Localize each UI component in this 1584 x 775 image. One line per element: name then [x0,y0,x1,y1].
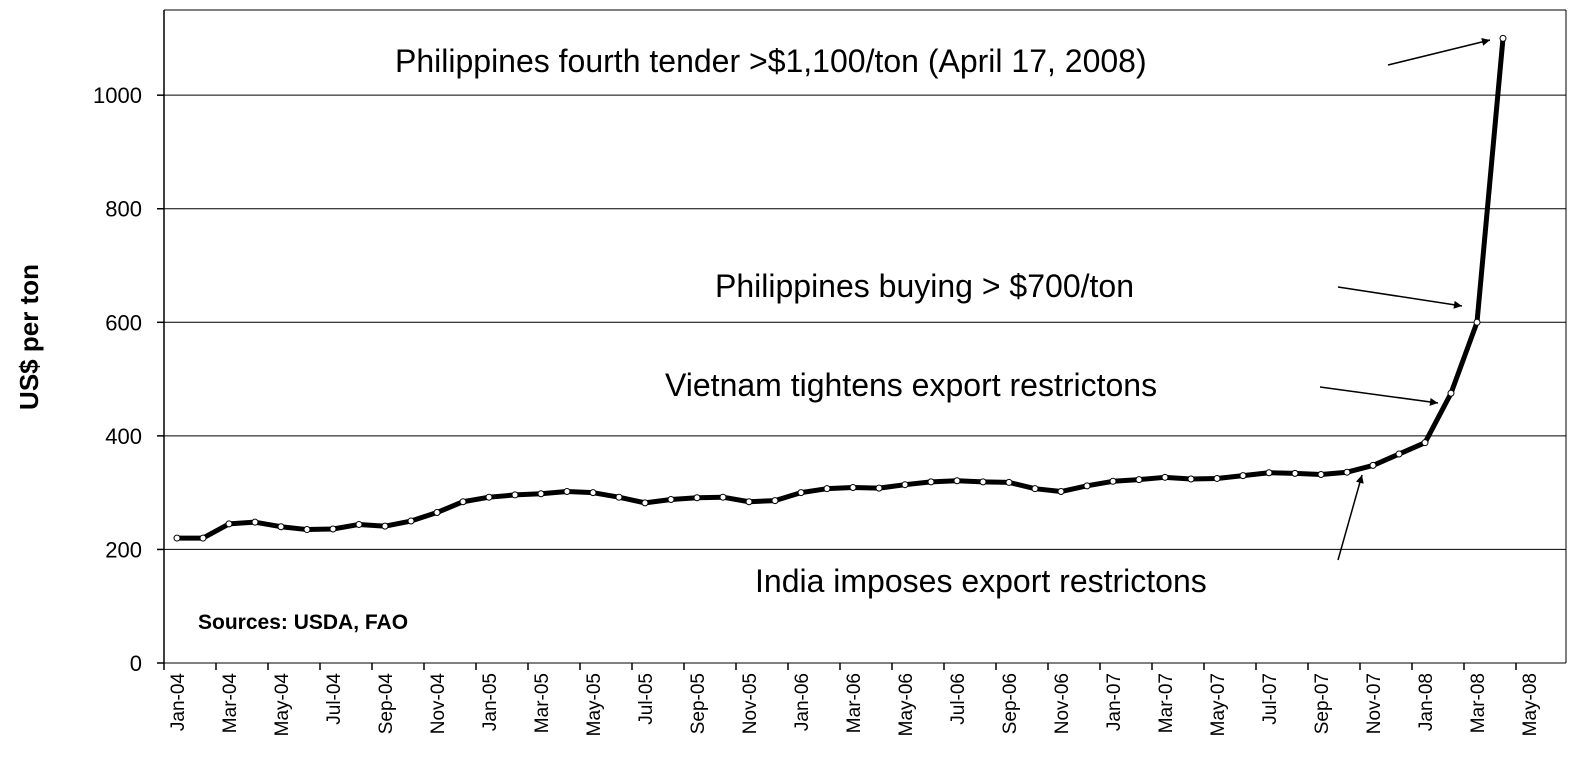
x-tick-label: Nov-05 [740,673,761,734]
data-point [303,526,311,534]
data-point [329,525,337,533]
x-tick-label: Jul-05 [636,673,657,725]
data-point [485,493,493,501]
data-point [251,518,259,526]
data-point [225,520,233,528]
x-tick-label: Nov-04 [428,673,449,735]
y-tick-label: 600 [105,310,142,335]
annotation: India imposes export restrictons [755,563,1207,599]
data-point [745,498,753,506]
data-point [1031,485,1039,493]
x-tick-label: Sep-04 [376,673,397,735]
source-note: Sources: USDA, FAO [198,611,408,634]
x-tick-label: Mar-06 [844,673,865,733]
data-point [1447,389,1455,397]
x-tick-label: Mar-04 [220,673,241,734]
data-point [927,478,935,486]
data-point [381,522,389,530]
data-point [407,517,415,525]
x-tick-label: Jan-05 [480,673,501,731]
annotation: Philippines buying > $700/ton [715,268,1134,304]
data-point [719,493,727,501]
x-tick-label: May-04 [272,673,293,737]
annotation: Vietnam tightens export restrictons [665,367,1157,403]
data-point [1343,468,1351,476]
x-tick-label: Sep-07 [1312,673,1333,734]
data-point [563,488,571,496]
data-point [667,495,675,503]
data-line [177,38,1506,541]
data-point [797,489,805,497]
data-point [511,491,519,499]
data-point [589,489,597,497]
data-point [771,497,779,505]
y-tick-label: 0 [130,651,142,676]
x-tick-label: Jul-07 [1260,673,1281,725]
data-point [1057,488,1065,496]
data-point [1499,34,1507,42]
data-point [875,484,883,492]
annotation-arrow [1337,286,1463,309]
data-point [1395,450,1403,458]
data-point [1083,482,1091,490]
data-point [1005,478,1013,486]
y-axis-label: US$ per ton [14,264,44,410]
data-point [199,534,207,542]
data-point [173,534,181,542]
x-tick-label: Sep-05 [688,673,709,734]
data-point [641,499,649,507]
data-point [1161,473,1169,481]
x-tick-label: Jan-04 [168,673,189,732]
x-tick-label: Sep-06 [1000,673,1021,734]
annotation-arrow [1319,386,1439,406]
x-tick-label: Jan-08 [1416,673,1437,731]
data-point [979,478,987,486]
y-tick-label: 800 [105,197,142,222]
data-point [355,520,363,528]
x-tick-label: May-07 [1208,673,1229,736]
x-tick-label: May-05 [584,673,605,736]
x-tick-label: Mar-08 [1468,673,1489,733]
y-tick-label: 400 [105,424,142,449]
x-tick-label: Nov-07 [1364,673,1385,734]
data-point [823,485,831,493]
data-point [901,481,909,489]
x-tick-label: May-06 [896,673,917,736]
data-point [1265,469,1273,477]
x-tick-label: Jul-04 [324,673,345,725]
data-point [1369,461,1377,469]
data-point [1421,439,1429,447]
data-point [1239,472,1247,480]
annotation-arrow [1337,474,1364,561]
data-point [1291,469,1299,477]
data-point [1213,474,1221,482]
x-tick-label: Mar-05 [532,673,553,733]
y-tick-label: 1000 [93,83,142,108]
data-point [1317,470,1325,478]
data-point [953,477,961,485]
data-point [459,498,467,506]
data-point [1473,318,1481,326]
data-point [433,509,441,517]
data-point [277,523,285,531]
x-tick-label: Jan-06 [792,673,813,731]
x-tick-label: Jan-07 [1104,673,1125,731]
annotation-arrow [1387,38,1491,66]
data-point [849,484,857,492]
data-point [1109,477,1117,485]
data-point [1135,476,1143,484]
x-tick-label: Nov-06 [1052,673,1073,734]
y-tick-label: 200 [105,537,142,562]
x-tick-label: May-08 [1520,673,1541,736]
data-point [537,490,545,498]
x-tick-label: Jul-06 [948,673,969,725]
data-point [1187,475,1195,483]
annotation: Philippines fourth tender >$1,100/ton (A… [395,43,1147,79]
data-point [615,493,623,501]
data-point [693,494,701,502]
x-tick-label: Mar-07 [1156,673,1177,733]
